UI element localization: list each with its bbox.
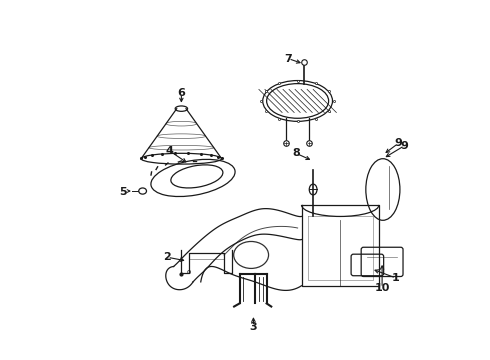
Text: 4: 4: [166, 146, 173, 156]
Text: 8: 8: [292, 148, 300, 158]
Text: 2: 2: [164, 252, 171, 262]
Text: 3: 3: [249, 321, 257, 332]
Text: 9: 9: [394, 138, 402, 148]
Text: o: o: [187, 269, 191, 275]
Text: 9: 9: [401, 141, 409, 150]
Text: 6: 6: [177, 88, 185, 98]
Text: 10: 10: [374, 283, 390, 293]
Text: 7: 7: [285, 54, 292, 64]
Text: 1: 1: [392, 273, 400, 283]
Text: 5: 5: [120, 187, 127, 197]
